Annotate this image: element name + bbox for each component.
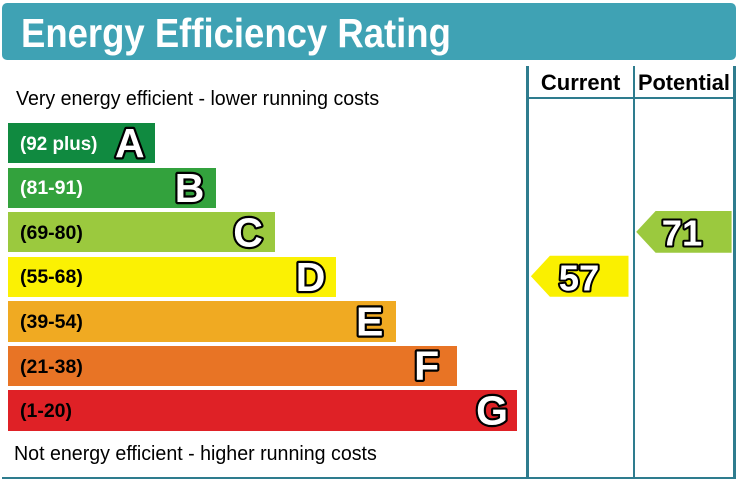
svg-text:A: A [115,120,145,166]
svg-text:C: C [233,209,263,255]
svg-text:B: B [175,165,205,211]
svg-text:F: F [414,343,439,389]
svg-text:E: E [356,299,383,345]
svg-text:71: 71 [662,213,703,254]
svg-text:57: 57 [559,258,600,299]
svg-text:D: D [296,254,326,300]
svg-text:G: G [476,388,508,434]
